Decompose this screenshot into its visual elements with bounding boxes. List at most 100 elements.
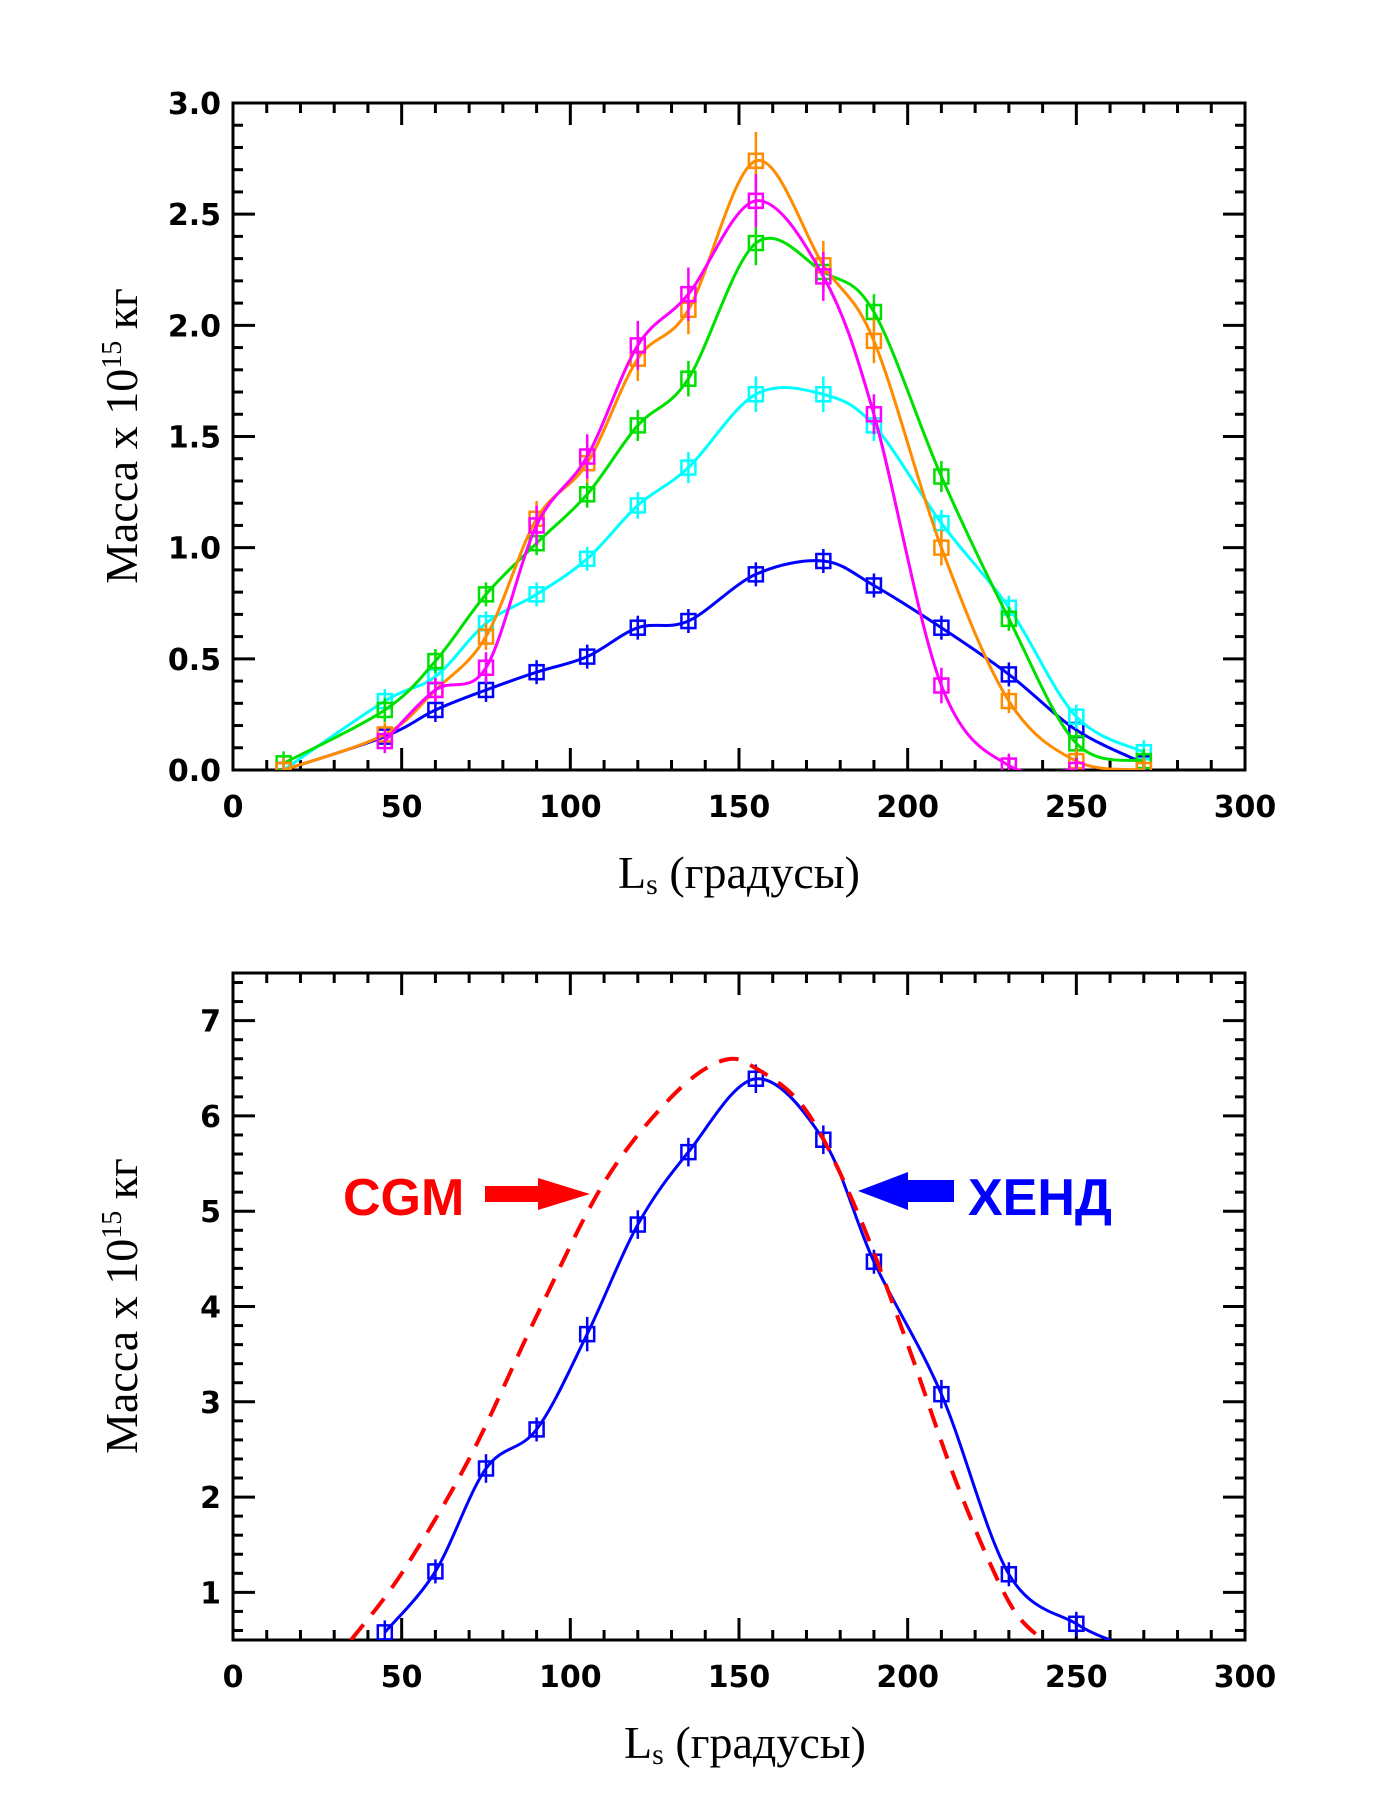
y-tick-label: 0.0 xyxy=(168,754,221,789)
axis-ticks xyxy=(231,101,1247,772)
data-point xyxy=(747,234,765,252)
data-point xyxy=(1000,1566,1018,1583)
y-tick-label: 3 xyxy=(200,1386,221,1421)
x-tick-label: 200 xyxy=(876,790,939,825)
data-point xyxy=(680,612,697,630)
data-point xyxy=(427,1563,444,1580)
y-tick-label: 1 xyxy=(200,1576,221,1611)
data-point xyxy=(528,1421,545,1438)
data-point xyxy=(747,1070,765,1088)
data-point xyxy=(815,386,832,403)
data-point xyxy=(578,448,596,465)
y-tick-label: 3.0 xyxy=(168,87,221,122)
x-tick-labels: 0 50 100 150 200 250 300 xyxy=(223,1660,1277,1695)
series-4 xyxy=(376,174,1085,770)
data-point xyxy=(865,577,883,594)
axis-ticks xyxy=(231,973,1247,1640)
data-point xyxy=(1000,666,1018,683)
data-point xyxy=(747,152,765,170)
y-tick-label: 5 xyxy=(200,1195,221,1230)
data-point xyxy=(1068,708,1085,725)
x-tick-label: 50 xyxy=(381,1660,423,1695)
data-point xyxy=(933,539,950,556)
data-point xyxy=(933,1385,950,1403)
y-tick-label: 2.0 xyxy=(168,309,221,344)
y-tick-label: 1.0 xyxy=(168,532,221,567)
data-point xyxy=(1068,1615,1085,1633)
y-axis-title: Масса х 1015 кг xyxy=(96,1158,147,1454)
x-tick-label: 50 xyxy=(381,790,423,825)
series-group xyxy=(349,1056,1111,1640)
x-tick-label: 150 xyxy=(708,790,771,825)
data-point xyxy=(275,761,292,770)
series-line xyxy=(283,559,1145,770)
x-tick-label: 0 xyxy=(223,790,244,825)
x-tick-label: 150 xyxy=(708,1660,771,1695)
x-axis-title: Ls (градусы) xyxy=(618,847,860,901)
data-point xyxy=(528,663,545,681)
data-point xyxy=(528,517,545,534)
series-2 xyxy=(275,220,1153,770)
data-point xyxy=(933,468,950,485)
data-point xyxy=(1068,761,1085,770)
annotation-cgm: CGM xyxy=(343,1169,464,1227)
data-point xyxy=(376,701,394,719)
arrow-hend xyxy=(858,1172,954,1210)
y-tick-label: 1.5 xyxy=(168,421,221,456)
x-tick-label: 250 xyxy=(1045,1660,1108,1695)
data-point xyxy=(477,659,495,676)
x-tick-label: 300 xyxy=(1214,1660,1277,1695)
data-point xyxy=(376,1624,394,1640)
data-point xyxy=(1000,757,1018,770)
x-tick-label: 200 xyxy=(876,1660,939,1695)
series-line xyxy=(282,236,1145,765)
data-point xyxy=(578,550,596,568)
data-point xyxy=(629,417,647,434)
data-point xyxy=(477,1460,495,1477)
data-point xyxy=(427,701,444,719)
x-tick-label: 300 xyxy=(1214,790,1277,825)
data-point xyxy=(680,285,697,303)
data-point xyxy=(1000,610,1018,628)
series-group xyxy=(275,131,1153,770)
data-point xyxy=(578,486,596,503)
data-point xyxy=(578,1325,596,1343)
series-line xyxy=(383,199,1077,770)
series-line xyxy=(282,386,1145,770)
data-point xyxy=(865,406,883,423)
series-0 xyxy=(376,1064,1111,1640)
y-tick-label: 4 xyxy=(200,1291,221,1326)
data-point xyxy=(629,619,647,636)
data-point xyxy=(1000,692,1018,710)
data-point xyxy=(578,648,596,665)
data-point xyxy=(747,192,765,210)
data-point xyxy=(933,619,950,636)
top-chart: 0 50 100 150 200 250 300 0.0 0.5 1.0 1.5 2.0 2.5 3.0… xyxy=(96,87,1276,901)
data-point xyxy=(680,370,697,387)
series-1 xyxy=(349,1056,1045,1640)
data-point xyxy=(747,386,765,403)
x-tick-label: 100 xyxy=(539,1660,602,1695)
y-tick-label: 2.5 xyxy=(168,198,221,233)
data-point xyxy=(477,586,495,603)
x-tick-label: 250 xyxy=(1045,790,1108,825)
plot-frame xyxy=(231,101,1247,772)
annotation-hend: ХЕНД xyxy=(968,1169,1112,1227)
plot-frame xyxy=(231,971,1247,1642)
data-point xyxy=(815,268,832,285)
data-point xyxy=(376,732,394,750)
series-0 xyxy=(275,549,1153,770)
series-line xyxy=(383,1077,1111,1640)
x-tick-labels: 0 50 100 150 200 250 300 xyxy=(223,790,1277,825)
y-tick-labels: 0.0 0.5 1.0 1.5 2.0 2.5 3.0 xyxy=(168,87,221,789)
x-axis-title: Ls (градусы) xyxy=(624,1717,866,1771)
data-point xyxy=(865,332,883,350)
bottom-chart: 0 50 100 150 200 250 300 1 2 3 4 5 6 7 CGM ХЕНД Ls (… xyxy=(96,971,1277,1771)
arrow-cgm xyxy=(485,1178,590,1210)
data-point xyxy=(629,1216,647,1233)
data-point xyxy=(528,586,545,603)
data-point xyxy=(747,566,765,583)
data-point xyxy=(427,681,444,699)
data-point xyxy=(427,652,444,670)
data-point xyxy=(477,628,495,645)
